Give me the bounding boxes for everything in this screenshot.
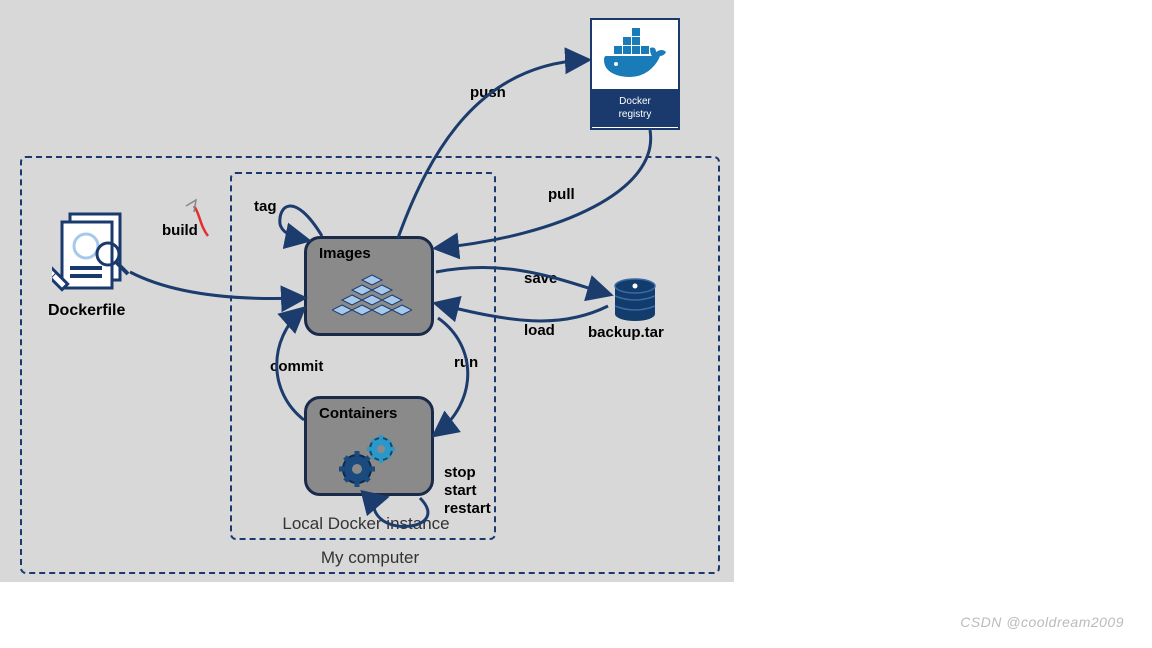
save-label: save bbox=[524, 270, 557, 287]
my-computer-caption: My computer bbox=[310, 548, 430, 568]
gears-icon bbox=[337, 433, 407, 487]
images-node: Images bbox=[304, 236, 434, 336]
diagram-canvas: Images Containers bbox=[0, 0, 734, 582]
dockerfile-icon bbox=[52, 208, 134, 303]
pull-label: pull bbox=[548, 186, 575, 203]
backup-label: backup.tar bbox=[588, 324, 664, 341]
docker-registry-box: Docker registry bbox=[590, 18, 680, 130]
images-label: Images bbox=[319, 245, 371, 262]
registry-label: Docker registry bbox=[592, 89, 678, 127]
tag-label: tag bbox=[254, 198, 277, 215]
load-label: load bbox=[524, 322, 555, 339]
commit-label: commit bbox=[270, 358, 323, 375]
build-label: build bbox=[162, 222, 198, 239]
registry-header bbox=[592, 20, 678, 89]
dockerfile-label: Dockerfile bbox=[48, 302, 125, 320]
push-label: push bbox=[470, 84, 506, 101]
watermark: CSDN @cooldream2009 bbox=[960, 614, 1124, 630]
containers-label: Containers bbox=[319, 405, 397, 422]
images-icon bbox=[332, 271, 412, 331]
local-docker-caption: Local Docker instance bbox=[276, 514, 456, 534]
run-label: run bbox=[454, 354, 478, 371]
docker-whale-icon bbox=[600, 26, 670, 82]
containers-node: Containers bbox=[304, 396, 434, 496]
backup-cylinder-icon bbox=[612, 278, 658, 327]
ssr-label: stop start restart bbox=[444, 464, 491, 518]
